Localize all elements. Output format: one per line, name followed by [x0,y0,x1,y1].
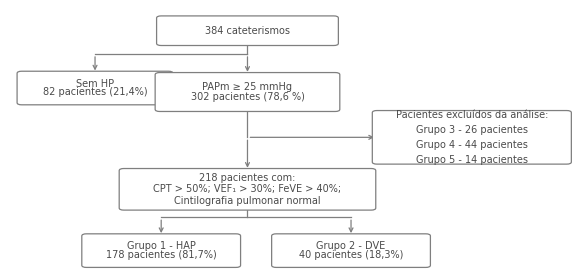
Text: Grupo 1 - HAP: Grupo 1 - HAP [127,241,195,251]
Text: Grupo 4 - 44 pacientes: Grupo 4 - 44 pacientes [416,140,528,150]
Text: 302 pacientes (78,6 %): 302 pacientes (78,6 %) [191,92,305,102]
FancyBboxPatch shape [119,169,376,210]
Text: 384 cateterismos: 384 cateterismos [205,26,290,36]
Text: Cintilografia pulmonar normal: Cintilografia pulmonar normal [174,196,321,206]
Text: 40 pacientes (18,3%): 40 pacientes (18,3%) [299,250,403,260]
Text: Grupo 3 - 26 pacientes: Grupo 3 - 26 pacientes [416,125,528,135]
FancyBboxPatch shape [272,234,430,267]
FancyBboxPatch shape [17,71,173,105]
Text: 218 pacientes com:: 218 pacientes com: [200,173,296,183]
FancyBboxPatch shape [372,110,571,164]
FancyBboxPatch shape [82,234,241,267]
Text: 82 pacientes (21,4%): 82 pacientes (21,4%) [43,87,147,97]
Text: PAPm ≥ 25 mmHg: PAPm ≥ 25 mmHg [203,82,292,92]
Text: Grupo 5 - 14 pacientes: Grupo 5 - 14 pacientes [416,154,528,165]
Text: CPT > 50%; VEF₁ > 30%; FeVE > 40%;: CPT > 50%; VEF₁ > 30%; FeVE > 40%; [153,184,342,194]
Text: Grupo 2 - DVE: Grupo 2 - DVE [316,241,386,251]
Text: Sem HP: Sem HP [76,79,114,89]
FancyBboxPatch shape [155,73,340,112]
FancyBboxPatch shape [157,16,338,45]
Text: Pacientes excluídos da análise:: Pacientes excluídos da análise: [396,110,548,120]
Text: 178 pacientes (81,7%): 178 pacientes (81,7%) [106,250,217,260]
